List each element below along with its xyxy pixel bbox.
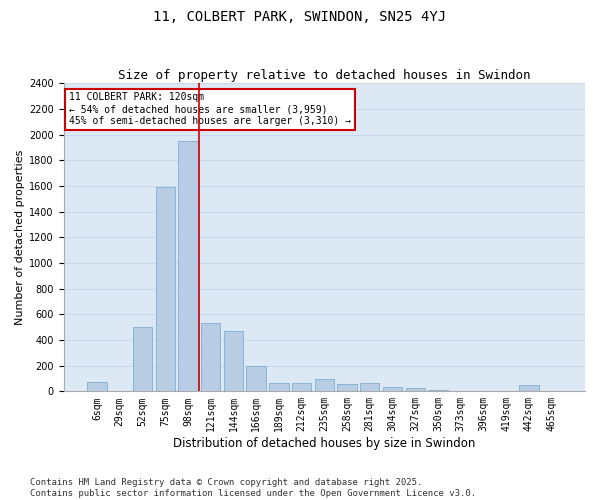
Bar [383,387,402,392]
Title: Size of property relative to detached houses in Swindon: Size of property relative to detached ho… [118,69,530,82]
Bar [155,187,175,392]
Bar [292,383,311,392]
Bar [247,366,266,392]
Bar [88,382,107,392]
Text: 11, COLBERT PARK, SWINDON, SN25 4YJ: 11, COLBERT PARK, SWINDON, SN25 4YJ [154,10,446,24]
Bar [201,324,220,392]
Bar [224,331,243,392]
Bar [406,388,425,392]
Bar [519,385,539,392]
Bar [133,327,152,392]
Bar [314,379,334,392]
Bar [337,384,357,392]
Text: 11 COLBERT PARK: 120sqm
← 54% of detached houses are smaller (3,959)
45% of semi: 11 COLBERT PARK: 120sqm ← 54% of detache… [69,92,351,126]
Y-axis label: Number of detached properties: Number of detached properties [15,150,25,325]
Bar [428,390,448,392]
X-axis label: Distribution of detached houses by size in Swindon: Distribution of detached houses by size … [173,437,476,450]
Bar [269,383,289,392]
Text: Contains HM Land Registry data © Crown copyright and database right 2025.
Contai: Contains HM Land Registry data © Crown c… [30,478,476,498]
Bar [360,383,379,392]
Bar [178,141,197,392]
